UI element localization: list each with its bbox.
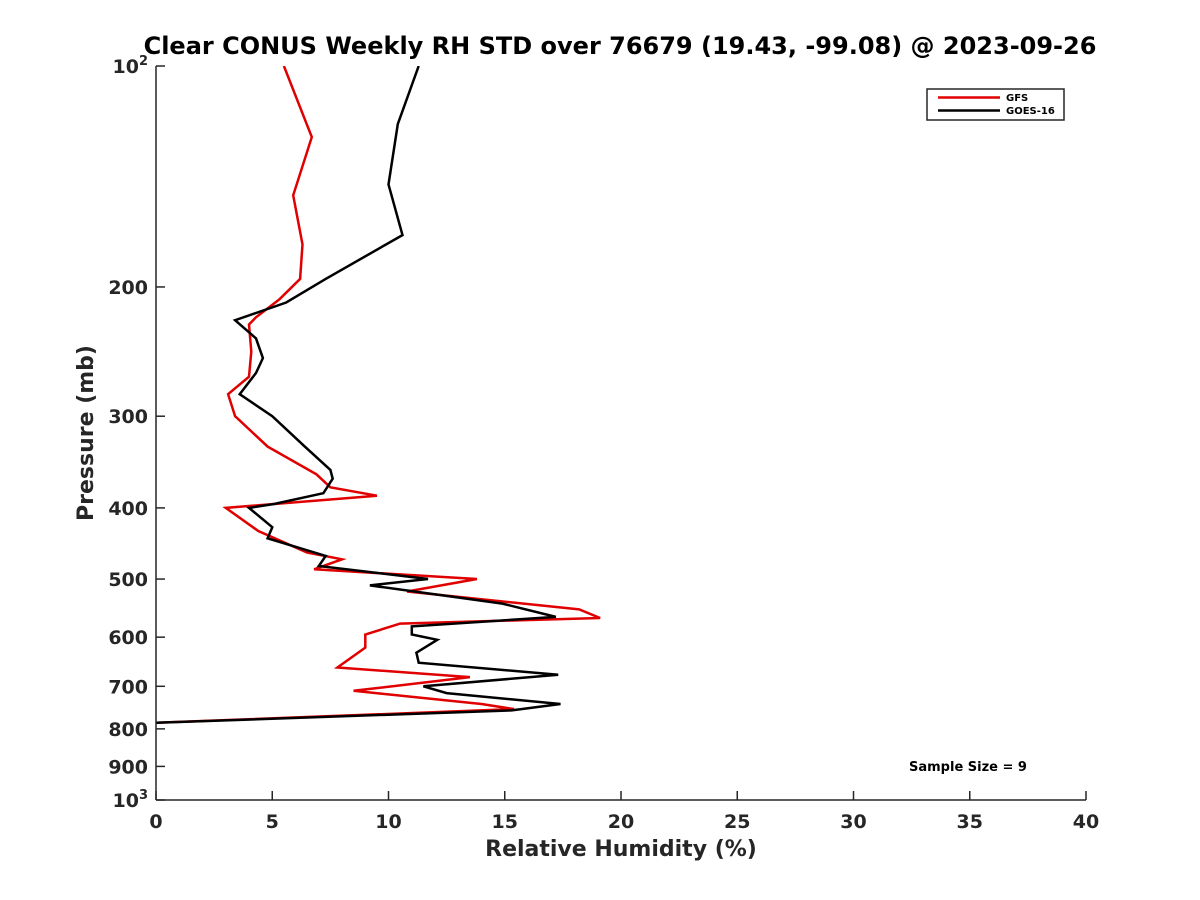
y-tick-label: 102 — [113, 54, 149, 78]
y-tick-label: 200 — [108, 277, 148, 299]
x-tick-label: 40 — [1073, 811, 1099, 833]
y-tick-label: 400 — [108, 498, 148, 520]
plot-area — [156, 66, 601, 725]
series-line-goes16 — [156, 66, 561, 725]
y-tick-label: 500 — [108, 569, 148, 591]
y-axis-ticks: 102 200 300 400 500 600 700 800 900 103 — [108, 54, 165, 812]
x-tick-label: 20 — [608, 811, 634, 833]
x-tick-label: 5 — [266, 811, 279, 833]
y-tick-label: 700 — [108, 676, 148, 698]
x-tick-label: 15 — [492, 811, 518, 833]
legend-label-gfs: GFS — [1006, 93, 1028, 104]
legend-label-goes16: GOES-16 — [1006, 106, 1055, 117]
x-tick-label: 0 — [149, 811, 162, 833]
x-axis-ticks: 0 5 10 15 20 25 30 35 40 — [149, 791, 1099, 833]
sample-size-annotation: Sample Size = 9 — [909, 760, 1027, 775]
y-tick-label: 103 — [113, 788, 149, 812]
y-tick-label: 300 — [108, 406, 148, 428]
x-tick-label: 10 — [375, 811, 401, 833]
x-axis-label: Relative Humidity (%) — [485, 837, 757, 862]
y-tick-label: 800 — [108, 719, 148, 741]
y-tick-label: 600 — [108, 627, 148, 649]
series-layer — [156, 66, 601, 725]
x-tick-label: 30 — [840, 811, 866, 833]
legend-box — [926, 88, 1065, 121]
chart-title: Clear CONUS Weekly RH STD over 76679 (19… — [144, 32, 1097, 60]
legend: GFS GOES-16 — [926, 88, 1065, 121]
x-tick-label: 35 — [957, 811, 983, 833]
y-axis-label: Pressure (mb) — [74, 345, 99, 521]
y-tick-label: 900 — [108, 756, 148, 778]
x-tick-label: 25 — [724, 811, 750, 833]
